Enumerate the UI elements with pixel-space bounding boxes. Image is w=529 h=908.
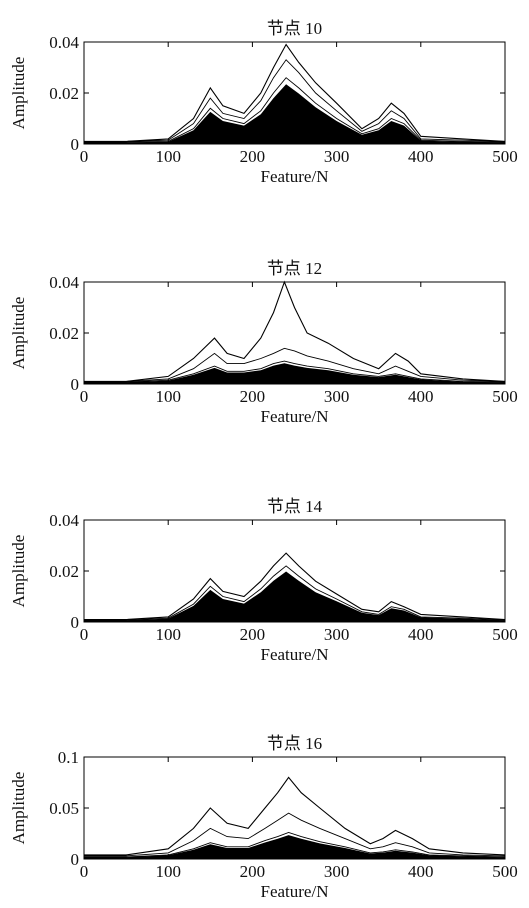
chart-title: 节点 14	[267, 497, 323, 516]
x-tick-label: 300	[324, 625, 350, 644]
series-line-3	[84, 77, 506, 143]
series-line-2	[84, 812, 506, 857]
x-tick-label: 0	[80, 625, 89, 644]
y-axis-label: Amplitude	[9, 535, 28, 608]
x-tick-label: 100	[155, 387, 181, 406]
x-tick-label: 0	[80, 147, 89, 166]
series-line-2	[84, 565, 506, 621]
x-tick-label: 300	[324, 147, 350, 166]
series-area	[84, 571, 505, 622]
x-tick-label: 0	[80, 387, 89, 406]
y-tick-label: 0.05	[49, 799, 79, 818]
series-line-3	[84, 832, 506, 858]
series-line-3	[84, 360, 506, 383]
chart-title: 节点 10	[267, 19, 322, 38]
x-tick-label: 200	[240, 147, 266, 166]
x-tick-label: 200	[240, 387, 266, 406]
series-line-1	[84, 776, 506, 856]
x-tick-label: 500	[492, 387, 518, 406]
series-area	[84, 835, 505, 859]
x-tick-label: 400	[408, 625, 434, 644]
y-tick-label: 0	[71, 135, 80, 154]
y-tick-label: 0.1	[58, 748, 79, 767]
x-tick-label: 100	[155, 147, 181, 166]
x-axis-label: Feature/N	[261, 645, 329, 664]
x-tick-label: 400	[408, 387, 434, 406]
x-tick-label: 100	[155, 862, 181, 881]
series-line-2	[84, 59, 506, 142]
series-line-2	[84, 347, 506, 382]
y-tick-label: 0.04	[49, 511, 79, 530]
y-tick-label: 0	[71, 375, 80, 394]
chart-panel-4: 节点 16 0 100 200 300 400 500 0 0.05 0.1 Feature/N Am…	[9, 734, 518, 901]
x-tick-label: 500	[492, 147, 518, 166]
y-axis-label: Amplitude	[9, 772, 28, 845]
x-tick-label: 500	[492, 625, 518, 644]
y-tick-label: 0	[71, 850, 80, 869]
x-axis-label: Feature/N	[261, 882, 329, 901]
x-tick-label: 0	[80, 862, 89, 881]
x-axis-label: Feature/N	[261, 167, 329, 186]
chart-panel-3: 节点 14 0 100 200 300 400 500 0 0.02 0.04 Feature/N A…	[9, 497, 518, 664]
x-axis-label: Feature/N	[261, 407, 329, 426]
y-axis-label: Amplitude	[9, 297, 28, 370]
x-tick-label: 400	[408, 862, 434, 881]
x-tick-label: 200	[240, 625, 266, 644]
y-tick-label: 0.02	[49, 562, 79, 581]
y-tick-label: 0.02	[49, 84, 79, 103]
series-area	[84, 84, 505, 144]
x-tick-label: 500	[492, 862, 518, 881]
y-tick-label: 0	[71, 613, 80, 632]
x-tick-label: 300	[324, 862, 350, 881]
y-tick-label: 0.04	[49, 33, 79, 52]
x-tick-label: 100	[155, 625, 181, 644]
series-line-1	[84, 552, 506, 621]
y-axis-label: Amplitude	[9, 57, 28, 130]
y-tick-label: 0.04	[49, 273, 79, 292]
y-tick-label: 0.02	[49, 324, 79, 343]
series-line-1	[84, 280, 506, 382]
series-area	[84, 363, 505, 384]
x-tick-label: 400	[408, 147, 434, 166]
chart-panel-2: 节点 12 0 100 200 300 400 500 0 0.02 0.04 Feature/N A…	[9, 259, 518, 426]
chart-title: 节点 16	[267, 734, 322, 753]
chart-title: 节点 12	[267, 259, 322, 278]
chart-panel-1: 节点 10 0 100 200 300 400 500 0 0.02 0.04 Feature/N A…	[9, 19, 518, 186]
series-line-1	[84, 43, 506, 142]
x-tick-label: 200	[240, 862, 266, 881]
x-tick-label: 300	[324, 387, 350, 406]
